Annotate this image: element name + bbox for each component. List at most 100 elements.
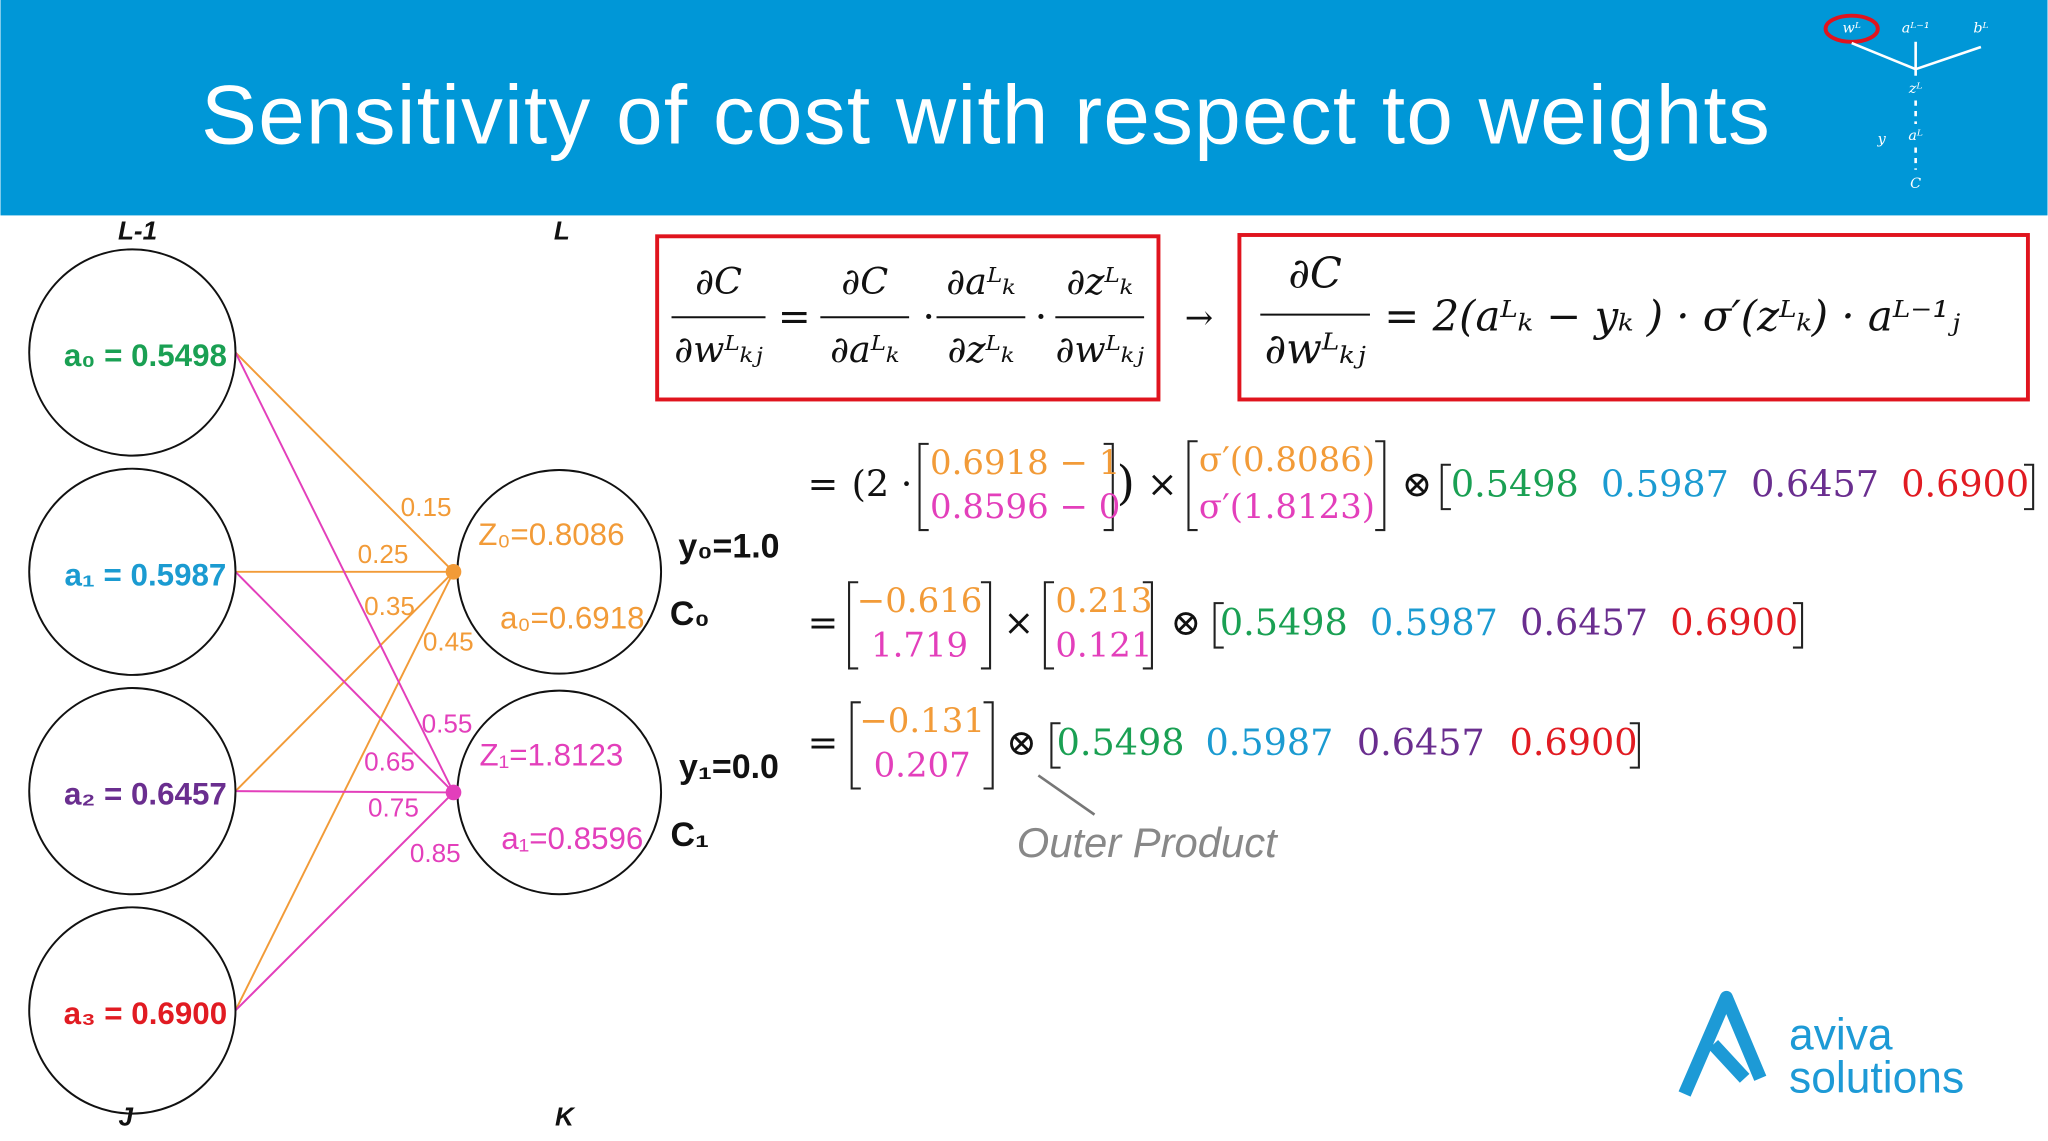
numerator: ∂zᴸₖ [1066, 260, 1133, 303]
row-value: 0.6457 [1520, 601, 1648, 644]
equals: = [808, 462, 839, 505]
numerator: ∂C [695, 260, 742, 303]
matrix-entry: 1.719 [871, 626, 968, 666]
numerator: ∂C [1288, 248, 1342, 297]
title: Sensitivity of cost with respect to weig… [201, 67, 1771, 161]
input-label: a₁ = 0.5987 [64, 557, 226, 592]
matrix-entry: 0.213 [1055, 581, 1152, 621]
target-label: y₀=1.0 [678, 527, 779, 565]
mini-label: wᴸ [1843, 21, 1861, 37]
bracket [848, 581, 859, 670]
row-value: 0.6900 [1670, 601, 1798, 644]
weight-label: 0.25 [358, 539, 409, 569]
weight-label: 0.75 [368, 792, 419, 822]
mini-label: aᴸ [1908, 128, 1923, 144]
input-node [28, 906, 237, 1115]
highlight-ellipse [1823, 13, 1880, 44]
input-label: a₂ = 0.6457 [64, 777, 227, 812]
matrix-entry: σ′(0.8086) [1199, 440, 1375, 480]
edge [234, 351, 455, 573]
result-rhs: = 2(aᴸₖ − yₖ ) · σ′(zᴸₖ) · aᴸ⁻¹ⱼ [1384, 291, 1960, 340]
denominator: ∂zᴸₖ [948, 328, 1015, 371]
formula-box [655, 234, 1161, 402]
mini-label: zᴸ [1908, 81, 1923, 97]
a-label: a₀=0.6918 [500, 600, 645, 635]
edge [234, 352, 455, 793]
header-bar [0, 0, 2048, 216]
output-node [456, 468, 663, 675]
logo-mark [1678, 990, 1767, 1097]
bracket [983, 701, 994, 790]
edge [234, 791, 455, 1012]
row-value: 0.5987 [1370, 601, 1498, 644]
formula-box [1237, 233, 2030, 402]
equals: = [808, 601, 839, 644]
z-label: Z₁=1.8123 [479, 737, 623, 772]
bracket [2024, 463, 2035, 511]
open-paren: (2 · [852, 462, 913, 505]
row-value: 0.5987 [1601, 462, 1729, 505]
denominator: ∂wᴸₖⱼ [1265, 324, 1366, 373]
weight-label: 0.15 [401, 492, 452, 522]
annotation: Outer Product [1017, 819, 1279, 866]
logo-text: solutions [1789, 1054, 1964, 1103]
cost-label: C₀ [670, 595, 710, 633]
matrix-entry: 0.8596 − 0 [930, 487, 1120, 527]
weight-label: 0.55 [422, 709, 473, 739]
row-value: 0.6900 [1510, 721, 1638, 764]
weight-label: 0.35 [364, 591, 415, 621]
input-node [28, 467, 237, 676]
layer-label: K [555, 1102, 576, 1132]
bracket [1213, 602, 1224, 649]
mini-label: bᴸ [1973, 21, 1988, 37]
row-value: 0.6457 [1357, 721, 1485, 764]
weight-label: 0.45 [423, 626, 474, 656]
layer-label: L [554, 215, 570, 245]
bracket [1375, 440, 1386, 532]
row-value: 0.6900 [1901, 462, 2029, 505]
matrix-entry: 0.6918 − 1 [930, 443, 1120, 483]
target-label: y₁=0.0 [679, 748, 779, 786]
matrix-entry: 0.121 [1055, 626, 1152, 666]
row-value: 0.5498 [1220, 601, 1348, 644]
weight-label: 0.85 [410, 838, 461, 868]
a-label: a₁=0.8596 [501, 821, 643, 856]
otimes: ⊗ [1402, 462, 1433, 505]
matrix-entry: −0.131 [859, 701, 985, 741]
otimes: ⊗ [1006, 721, 1037, 764]
bracket [1187, 440, 1198, 532]
denominator: ∂wᴸₖⱼ [674, 328, 763, 371]
equals: = [808, 721, 839, 764]
mini-label: aᴸ⁻¹ [1902, 21, 1930, 37]
matrix-entry: σ′(1.8123) [1199, 487, 1375, 527]
close-paren: ) [1117, 456, 1135, 511]
edge [234, 571, 455, 794]
pointer-line [1037, 774, 1096, 816]
row-value: 0.6457 [1751, 462, 1879, 505]
row-value: 0.5498 [1057, 721, 1185, 764]
row-value: 0.5498 [1451, 462, 1579, 505]
dot: · [1035, 295, 1047, 340]
edge [1915, 45, 1982, 71]
denominator: ∂wᴸₖⱼ [1055, 328, 1144, 371]
logo-text: aviva [1789, 1011, 1893, 1060]
numerator: ∂C [841, 260, 888, 303]
edge [235, 790, 454, 794]
bracket [1142, 581, 1153, 670]
row-value: 0.5987 [1205, 721, 1333, 764]
denominator: ∂aᴸₖ [830, 328, 899, 371]
mini-label: y [1877, 132, 1887, 148]
arrow: → [1185, 298, 1213, 338]
input-label: a₀ = 0.5498 [64, 338, 227, 373]
matrix-entry: −0.616 [857, 581, 983, 621]
edge [1851, 41, 1917, 71]
dot: · [922, 295, 934, 340]
bracket [1050, 722, 1061, 769]
bracket [1043, 581, 1055, 670]
z-label: Z₀=0.8086 [478, 517, 624, 552]
input-node [28, 687, 237, 896]
mini-label: C [1910, 176, 1921, 192]
times: × [1003, 601, 1034, 644]
layer-label: L-1 [118, 215, 157, 245]
